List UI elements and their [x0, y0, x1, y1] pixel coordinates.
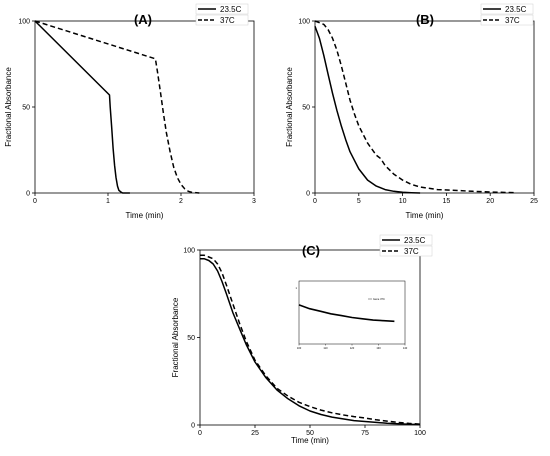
x-tick-label: 0 — [33, 198, 37, 205]
x-tick-label: 1 — [106, 198, 110, 205]
y-tick-label: 50 — [22, 105, 30, 112]
y-tick-label: 100 — [183, 248, 195, 255]
chart-panel-b: 0 5 10 15 20 25 0 50 100 Time (min) Fractional Abs… — [285, 3, 538, 220]
inset-legend-label: Gene 37C — [373, 297, 385, 301]
legend-label: 37C — [404, 247, 419, 256]
x-axis-title: Time (min) — [291, 436, 329, 445]
series-line-37c — [314, 20, 517, 194]
legend: 23.5C 37C — [480, 3, 534, 26]
y-tick-label: 0 — [26, 191, 30, 198]
legend-entry-box — [195, 3, 249, 15]
legend-label: 23.5C — [220, 5, 242, 14]
y-tick-label: 100 — [18, 19, 30, 26]
x-tick-label: 20 — [486, 198, 494, 205]
x-tick-label: 3 — [252, 198, 256, 205]
legend-entry-box — [195, 14, 249, 26]
plot-frame — [314, 20, 535, 194]
y-tick-label: 0 — [306, 191, 310, 198]
inset-frame — [298, 280, 406, 345]
inset-series-line — [298, 304, 395, 323]
x-tick-label: 10 — [399, 198, 407, 205]
plot-frame — [34, 20, 255, 194]
inset-x-tick-label: 130 — [376, 346, 381, 350]
legend: 23.5C 37C — [379, 234, 433, 257]
x-tick-label: 100 — [414, 430, 426, 437]
x-tick-label: 2 — [179, 198, 183, 205]
y-axis-title: Fractional Absorbance — [171, 297, 180, 377]
x-tick-label: 25 — [530, 198, 538, 205]
x-tick-label: 50 — [306, 430, 314, 437]
legend-entry-box — [480, 14, 534, 26]
panel-label: (C) — [302, 243, 320, 258]
panel-label: (B) — [416, 12, 434, 27]
inset-x-tick-label: 140 — [403, 346, 408, 350]
legend-label: 23.5C — [505, 5, 527, 14]
panel-label: (A) — [134, 12, 152, 27]
legend-entry-box — [480, 3, 534, 15]
y-axis-title: Fractional Absorbance — [285, 67, 294, 147]
series-line-37c — [34, 20, 200, 194]
x-tick-label: 5 — [357, 198, 361, 205]
x-axis-title: Time (min) — [406, 211, 444, 220]
y-axis-title: Fractional Absorbance — [4, 67, 13, 147]
inset-y-tick-label: 1 — [296, 286, 298, 290]
x-tick-label: 0 — [198, 430, 202, 437]
chart-panel-a: 0 1 2 3 0 50 100 Time (min) Fractional Absorbanc… — [4, 3, 256, 220]
legend-label: 23.5C — [404, 236, 426, 245]
series-line-23-5c — [314, 25, 421, 194]
y-tick-label: 50 — [302, 105, 310, 112]
inset-x-tick-label: 110 — [323, 346, 328, 350]
inset-chart: 100 110 120 130 140 1 Gene 37C — [296, 280, 408, 350]
legend-label: 37C — [220, 16, 235, 25]
series-line-23-5c — [200, 258, 421, 426]
inset-x-tick-label: 120 — [350, 346, 355, 350]
x-tick-label: 0 — [313, 198, 317, 205]
y-tick-label: 100 — [298, 19, 310, 26]
legend-entry-box — [379, 245, 433, 257]
x-tick-label: 75 — [361, 430, 369, 437]
y-tick-label: 50 — [187, 335, 195, 342]
chart-panel-c: 0 25 50 75 100 0 50 100 Time (min) Fractional Abs… — [171, 234, 433, 445]
inset-x-tick-label: 100 — [297, 346, 302, 350]
x-tick-label: 25 — [251, 430, 259, 437]
y-tick-label: 0 — [191, 423, 195, 430]
legend-label: 37C — [505, 16, 520, 25]
x-tick-label: 15 — [443, 198, 451, 205]
x-axis-title: Time (min) — [126, 211, 164, 220]
series-line-23-5c — [34, 20, 130, 194]
legend: 23.5C 37C — [195, 3, 249, 26]
legend-entry-box — [379, 234, 433, 246]
